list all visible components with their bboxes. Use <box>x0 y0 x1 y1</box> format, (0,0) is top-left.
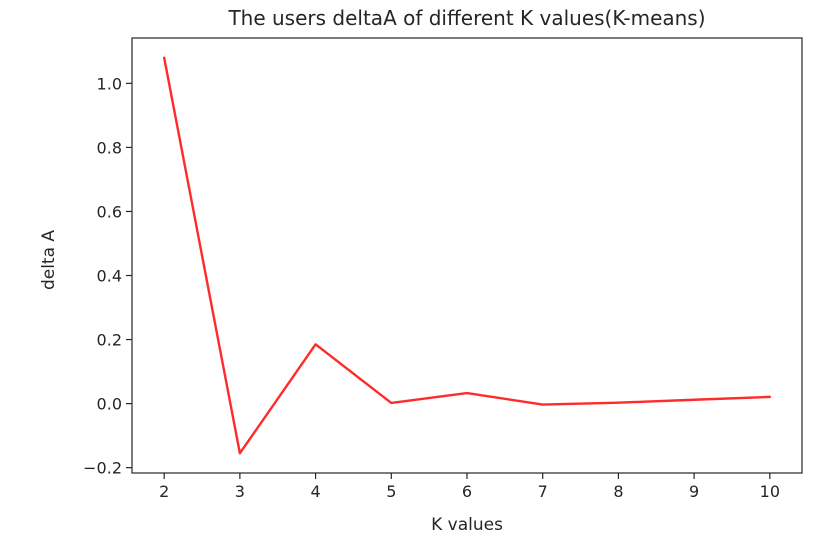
data-point <box>466 392 468 394</box>
y-axis-label: delta A <box>39 230 59 290</box>
x-axis-label: K values <box>431 515 503 535</box>
data-point <box>693 399 695 401</box>
x-tick-label: 9 <box>689 482 699 501</box>
data-point <box>542 403 544 405</box>
x-tick-label: 4 <box>310 482 320 501</box>
x-tick-label: 5 <box>386 482 396 501</box>
x-tick-label: 10 <box>760 482 780 501</box>
x-tick-label: 2 <box>159 482 169 501</box>
plot-frame <box>131 37 803 474</box>
y-tick-label: 1.0 <box>97 74 122 93</box>
data-point <box>390 402 392 404</box>
series-line <box>162 56 772 455</box>
x-tick-label: 8 <box>613 482 623 501</box>
plot-area: 2 3 4 5 6 7 8 9 10 −0.2 0.0 0.2 0.4 0.6 0.8 1.0 <box>83 37 803 501</box>
y-tick-label: 0.0 <box>97 395 122 414</box>
data-point <box>239 452 241 454</box>
y-tick-label: −0.2 <box>83 459 122 478</box>
y-tick-label: 0.8 <box>97 138 122 157</box>
x-tick-label: 6 <box>462 482 472 501</box>
x-tick-label: 3 <box>235 482 245 501</box>
y-tick-label: 0.2 <box>97 331 122 350</box>
data-point <box>769 396 771 398</box>
y-tick-label: 0.4 <box>97 267 122 286</box>
data-point <box>617 401 619 403</box>
x-tick-label: 7 <box>538 482 548 501</box>
chart-title: The users deltaA of different K values(K… <box>227 6 705 30</box>
data-point <box>163 57 165 59</box>
data-point <box>314 343 316 345</box>
y-tick-label: 0.6 <box>97 202 122 221</box>
